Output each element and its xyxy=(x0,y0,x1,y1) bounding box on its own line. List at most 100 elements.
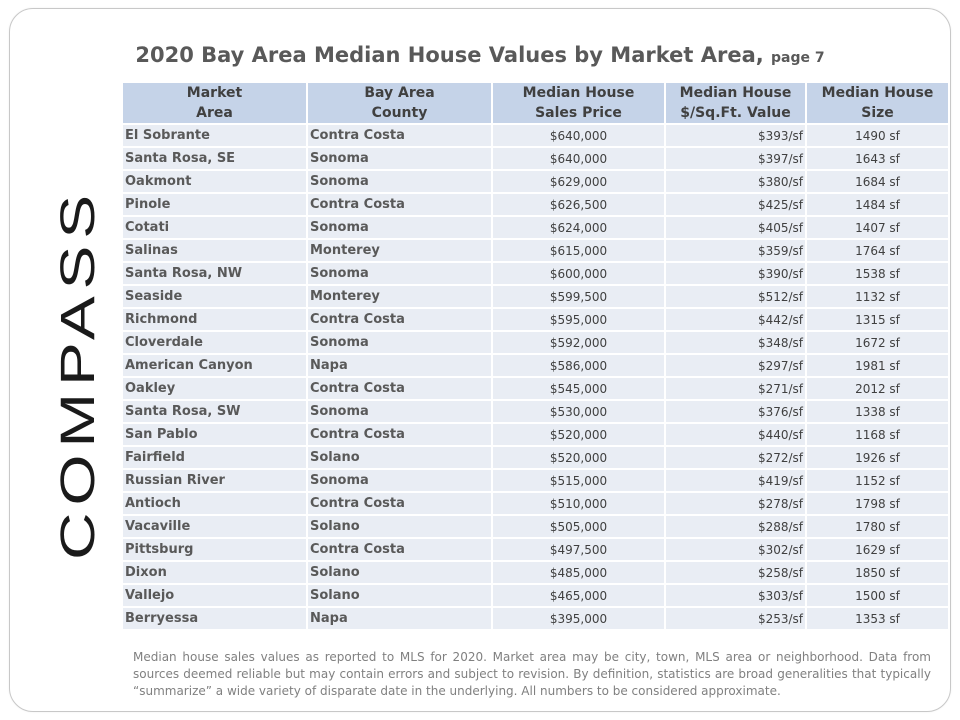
slide-frame: 2020 Bay Area Median House Values by Mar… xyxy=(9,8,951,712)
house-size-cell: 1672 sf xyxy=(806,330,948,354)
table-row: Berryessa Napa $395,000 $253/sf 1353 sf xyxy=(123,606,948,629)
county-cell: Contra Costa xyxy=(307,376,493,400)
market-area-cell: Dixon xyxy=(123,560,308,584)
sales-price-cell: $629,000 xyxy=(492,169,666,193)
house-size-cell: 2012 sf xyxy=(806,376,948,400)
header-median-size: Median House Size xyxy=(806,83,948,124)
sales-price-cell: $515,000 xyxy=(492,468,666,492)
compass-logo-text: COMPASS xyxy=(56,188,104,560)
market-area-cell: El Sobrante xyxy=(123,123,308,147)
sales-price-cell: $592,000 xyxy=(492,330,666,354)
house-size-cell: 1643 sf xyxy=(806,146,948,170)
sqft-value-cell: $405/sf xyxy=(665,215,807,239)
market-area-cell: Russian River xyxy=(123,468,308,492)
house-size-cell: 1338 sf xyxy=(806,399,948,423)
county-cell: Sonoma xyxy=(307,169,493,193)
table-row: Dixon Solano $485,000 $258/sf 1850 sf xyxy=(123,560,948,584)
sqft-value-cell: $419/sf xyxy=(665,468,807,492)
sales-price-cell: $510,000 xyxy=(492,491,666,515)
county-cell: Monterey xyxy=(307,284,493,308)
market-area-cell: Berryessa xyxy=(123,606,308,629)
market-area-cell: Vallejo xyxy=(123,583,308,607)
sales-price-cell: $586,000 xyxy=(492,353,666,377)
table-row: American Canyon Napa $586,000 $297/sf 1981 s… xyxy=(123,353,948,377)
table-row: El Sobrante Contra Costa $640,000 $393/sf 14… xyxy=(123,123,948,147)
house-size-cell: 1500 sf xyxy=(806,583,948,607)
median-values-table: Market Area Bay Area County Median House Sa… xyxy=(123,83,948,629)
sales-price-cell: $599,500 xyxy=(492,284,666,308)
market-area-cell: Oakley xyxy=(123,376,308,400)
county-cell: Sonoma xyxy=(307,146,493,170)
sqft-value-cell: $380/sf xyxy=(665,169,807,193)
table-row: Vallejo Solano $465,000 $303/sf 1500 sf xyxy=(123,583,948,607)
sales-price-cell: $485,000 xyxy=(492,560,666,584)
compass-logo: COMPASS xyxy=(56,188,104,560)
market-area-cell: Santa Rosa, NW xyxy=(123,261,308,285)
title-page-number: page 7 xyxy=(771,50,825,66)
market-area-cell: Cloverdale xyxy=(123,330,308,354)
table-row: Antioch Contra Costa $510,000 $278/sf 1798 s… xyxy=(123,491,948,515)
county-cell: Sonoma xyxy=(307,330,493,354)
sqft-value-cell: $390/sf xyxy=(665,261,807,285)
market-area-cell: Salinas xyxy=(123,238,308,262)
house-size-cell: 1168 sf xyxy=(806,422,948,446)
table-row: Cloverdale Sonoma $592,000 $348/sf 1672 sf xyxy=(123,330,948,354)
market-area-cell: Pinole xyxy=(123,192,308,216)
house-size-cell: 1629 sf xyxy=(806,537,948,561)
sqft-value-cell: $376/sf xyxy=(665,399,807,423)
table-row: Oakley Contra Costa $545,000 $271/sf 2012 sf xyxy=(123,376,948,400)
house-size-cell: 1315 sf xyxy=(806,307,948,331)
table-row: Salinas Monterey $615,000 $359/sf 1764 sf xyxy=(123,238,948,262)
county-cell: Sonoma xyxy=(307,215,493,239)
table-row: Santa Rosa, SW Sonoma $530,000 $376/sf 1338 … xyxy=(123,399,948,423)
table-row: Russian River Sonoma $515,000 $419/sf 1152 s… xyxy=(123,468,948,492)
sales-price-cell: $530,000 xyxy=(492,399,666,423)
county-cell: Contra Costa xyxy=(307,491,493,515)
house-size-cell: 1981 sf xyxy=(806,353,948,377)
sales-price-cell: $545,000 xyxy=(492,376,666,400)
table-body: El Sobrante Contra Costa $640,000 $393/sf 14… xyxy=(123,123,948,629)
sales-price-cell: $595,000 xyxy=(492,307,666,331)
market-area-cell: Seaside xyxy=(123,284,308,308)
county-cell: Contra Costa xyxy=(307,123,493,147)
sqft-value-cell: $258/sf xyxy=(665,560,807,584)
table-row: Oakmont Sonoma $629,000 $380/sf 1684 sf xyxy=(123,169,948,193)
sqft-value-cell: $442/sf xyxy=(665,307,807,331)
house-size-cell: 1538 sf xyxy=(806,261,948,285)
sales-price-cell: $505,000 xyxy=(492,514,666,538)
sqft-value-cell: $397/sf xyxy=(665,146,807,170)
sales-price-cell: $520,000 xyxy=(492,422,666,446)
table-header-row: Market Area Bay Area County Median House Sa… xyxy=(123,83,948,124)
table-row: Pinole Contra Costa $626,500 $425/sf 1484 sf xyxy=(123,192,948,216)
county-cell: Monterey xyxy=(307,238,493,262)
county-cell: Sonoma xyxy=(307,399,493,423)
market-area-cell: Oakmont xyxy=(123,169,308,193)
market-area-cell: Pittsburg xyxy=(123,537,308,561)
market-area-cell: Antioch xyxy=(123,491,308,515)
house-size-cell: 1484 sf xyxy=(806,192,948,216)
market-area-cell: Cotati xyxy=(123,215,308,239)
sqft-value-cell: $425/sf xyxy=(665,192,807,216)
sqft-value-cell: $440/sf xyxy=(665,422,807,446)
sqft-value-cell: $278/sf xyxy=(665,491,807,515)
table-row: Vacaville Solano $505,000 $288/sf 1780 sf xyxy=(123,514,948,538)
sales-price-cell: $626,500 xyxy=(492,192,666,216)
market-area-cell: Vacaville xyxy=(123,514,308,538)
sales-price-cell: $624,000 xyxy=(492,215,666,239)
house-size-cell: 1132 sf xyxy=(806,284,948,308)
table-row: San Pablo Contra Costa $520,000 $440/sf 1168… xyxy=(123,422,948,446)
sqft-value-cell: $512/sf xyxy=(665,284,807,308)
table-row: Richmond Contra Costa $595,000 $442/sf 1315 … xyxy=(123,307,948,331)
house-size-cell: 1490 sf xyxy=(806,123,948,147)
page-title: 2020 Bay Area Median House Values by Mar… xyxy=(10,43,950,67)
county-cell: Contra Costa xyxy=(307,192,493,216)
county-cell: Contra Costa xyxy=(307,422,493,446)
sqft-value-cell: $359/sf xyxy=(665,238,807,262)
market-area-cell: Richmond xyxy=(123,307,308,331)
sales-price-cell: $395,000 xyxy=(492,606,666,629)
table-row: Santa Rosa, NW Sonoma $600,000 $390/sf 1538 … xyxy=(123,261,948,285)
house-size-cell: 1407 sf xyxy=(806,215,948,239)
county-cell: Solano xyxy=(307,445,493,469)
table-row: Pittsburg Contra Costa $497,500 $302/sf 1629… xyxy=(123,537,948,561)
header-median-sales-price: Median House Sales Price xyxy=(492,83,666,124)
